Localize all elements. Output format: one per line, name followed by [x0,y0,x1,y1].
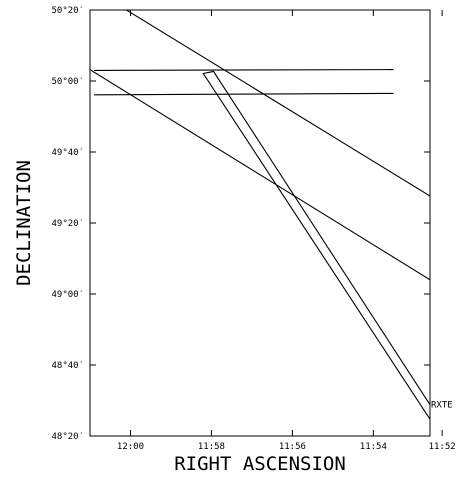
x-tick-label: 12:00 [117,442,144,452]
series-line-1 [126,10,430,197]
rxte-label: RXTE [431,400,453,410]
y-tick-label: 48°40′ [51,361,84,371]
axis-ticks: 50°20′ 50°00′ 49°40′ 49°20′ 49°00′ 48°40′ 48°2… [51,6,455,452]
x-tick-label: 11:54 [360,442,387,452]
y-tick-label: 49°40′ [51,148,84,158]
rxte-strip [202,70,430,420]
series-group [90,10,430,420]
plot-frame [89,9,431,437]
y-tick-label: 50°00′ [51,77,84,87]
y-tick-label: 49°20′ [51,219,84,229]
y-tick-label: 48°20′ [51,432,84,442]
series-line-2 [90,69,430,281]
series-line-4 [93,92,394,96]
x-tick-label: 11:58 [198,442,225,452]
series-line-3 [93,69,394,71]
plot-area: RXTE [90,10,453,420]
x-tick-label: 11:56 [279,442,306,452]
y-axis-title: DECLINATION [13,160,35,286]
y-tick-label: 50°20′ [51,6,84,16]
y-tick-label: 49°00′ [51,290,84,300]
x-tick-label: 11:52 [429,442,456,452]
x-axis-title: RIGHT ASCENSION [174,453,346,475]
